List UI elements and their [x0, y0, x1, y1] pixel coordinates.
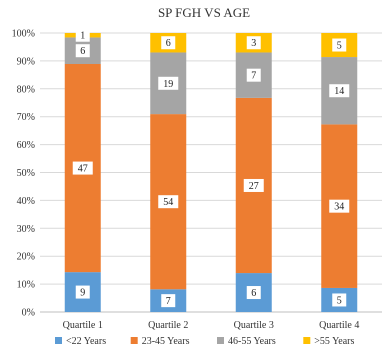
chart-title: SP FGH VS AGE — [158, 5, 250, 20]
data-label-box — [246, 68, 261, 82]
y-tick-label: 60% — [17, 140, 35, 151]
data-label-box — [72, 161, 93, 175]
x-category-label: Quartile 1 — [63, 320, 103, 331]
x-category-label: Quartile 2 — [148, 320, 188, 331]
data-label-box — [158, 76, 179, 90]
data-label: 19 — [163, 79, 173, 90]
data-label: 7 — [251, 71, 256, 82]
data-label-box — [332, 38, 347, 52]
data-label-box — [158, 195, 179, 209]
data-label: 3 — [251, 38, 256, 49]
legend-swatch — [303, 337, 311, 344]
data-label: 6 — [166, 38, 171, 49]
x-category-label: Quartile 4 — [319, 320, 359, 331]
y-tick-label: 50% — [17, 168, 35, 179]
data-label: 9 — [80, 288, 85, 299]
y-tick-label: 80% — [17, 84, 35, 95]
data-label: 54 — [163, 197, 173, 208]
y-tick-label: 10% — [17, 280, 35, 291]
data-label-box — [75, 285, 90, 299]
y-tick-label: 40% — [17, 196, 35, 207]
data-label: 14 — [334, 86, 344, 97]
data-label: 6 — [251, 288, 256, 299]
legend-label: 23-45 Years — [142, 336, 190, 347]
y-tick-label: 90% — [17, 56, 35, 67]
data-label: 5 — [337, 295, 342, 306]
data-label: 34 — [334, 202, 344, 213]
data-label-box — [332, 293, 347, 307]
data-label-box — [243, 178, 264, 192]
y-axis-ticks: 0% 10% 20% 30% 40% 50% 60% 70% 80% 90% 100% — [12, 29, 35, 319]
data-label-box — [75, 44, 90, 58]
data-label-box — [161, 36, 176, 50]
y-tick-label: 0% — [22, 308, 35, 319]
legend: <22 Years 23-45 Years 46-55 Years >55 Years — [55, 336, 354, 347]
y-tick-label: 20% — [17, 252, 35, 263]
y-tick-label: 30% — [17, 224, 35, 235]
y-tick-label: 100% — [12, 29, 35, 40]
data-label: 47 — [78, 164, 88, 175]
data-label: 5 — [337, 41, 342, 52]
data-label-box — [329, 84, 350, 98]
legend-label: >55 Years — [314, 336, 354, 347]
x-axis-categories: Quartile 1 Quartile 2 Quartile 3 Quartile 4 — [63, 320, 360, 331]
data-label-box — [246, 286, 261, 300]
data-label: 7 — [166, 296, 171, 307]
legend-swatch — [55, 337, 62, 344]
data-label-box — [329, 199, 350, 213]
legend-swatch — [217, 337, 224, 344]
data-label: 27 — [249, 181, 259, 192]
legend-swatch — [130, 337, 138, 344]
data-label-box — [75, 28, 90, 42]
data-label: 6 — [80, 46, 85, 57]
legend-label: 46-55 Years — [228, 336, 276, 347]
legend-label: <22 Years — [66, 336, 106, 347]
data-label-box — [246, 36, 261, 50]
y-tick-label: 70% — [17, 112, 35, 123]
x-category-label: Quartile 3 — [234, 320, 274, 331]
data-labels: 9 47 6 1 7 54 19 6 6 27 7 3 5 34 14 5 — [72, 28, 350, 308]
data-label: 1 — [80, 31, 85, 42]
data-label-box — [161, 294, 176, 308]
